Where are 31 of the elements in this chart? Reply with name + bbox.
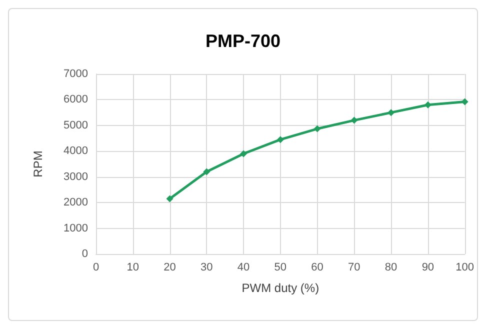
y-tick-label: 3000 [64, 170, 88, 183]
x-tick-label: 40 [237, 262, 250, 274]
x-tick-label: 60 [311, 262, 324, 274]
point [240, 150, 248, 158]
point [388, 109, 395, 116]
y-tick-label: 4000 [64, 145, 88, 158]
point [350, 116, 358, 124]
x-tick-label: 70 [348, 262, 360, 274]
point [461, 98, 468, 106]
y-tick-label: 1000 [64, 222, 88, 234]
y-tick-label: 7000 [64, 68, 88, 80]
x-tick-label: 80 [384, 262, 398, 274]
chart-title: PMP-700 [205, 31, 281, 51]
point [314, 125, 321, 132]
x-tick-label: 50 [274, 262, 287, 274]
point [203, 168, 210, 176]
point [166, 195, 174, 202]
x-tick-label: 100 [456, 262, 474, 274]
x-tick-label: 10 [126, 262, 140, 274]
x-tick-label: 0 [92, 262, 100, 274]
point [424, 101, 432, 108]
y-axis-title: RPM [31, 150, 45, 178]
x-tick-label: 30 [200, 262, 213, 274]
y-tick-label: 5000 [64, 119, 88, 132]
point [276, 136, 284, 144]
x-tick-label: 90 [422, 262, 434, 274]
y-tick-label: 2000 [64, 196, 88, 209]
x-axis-title: PWM duty (%) [242, 281, 320, 295]
y-tick-label: 6000 [64, 94, 88, 106]
x-tick-label: 20 [164, 262, 176, 274]
y-tick-label: 0 [82, 248, 88, 260]
